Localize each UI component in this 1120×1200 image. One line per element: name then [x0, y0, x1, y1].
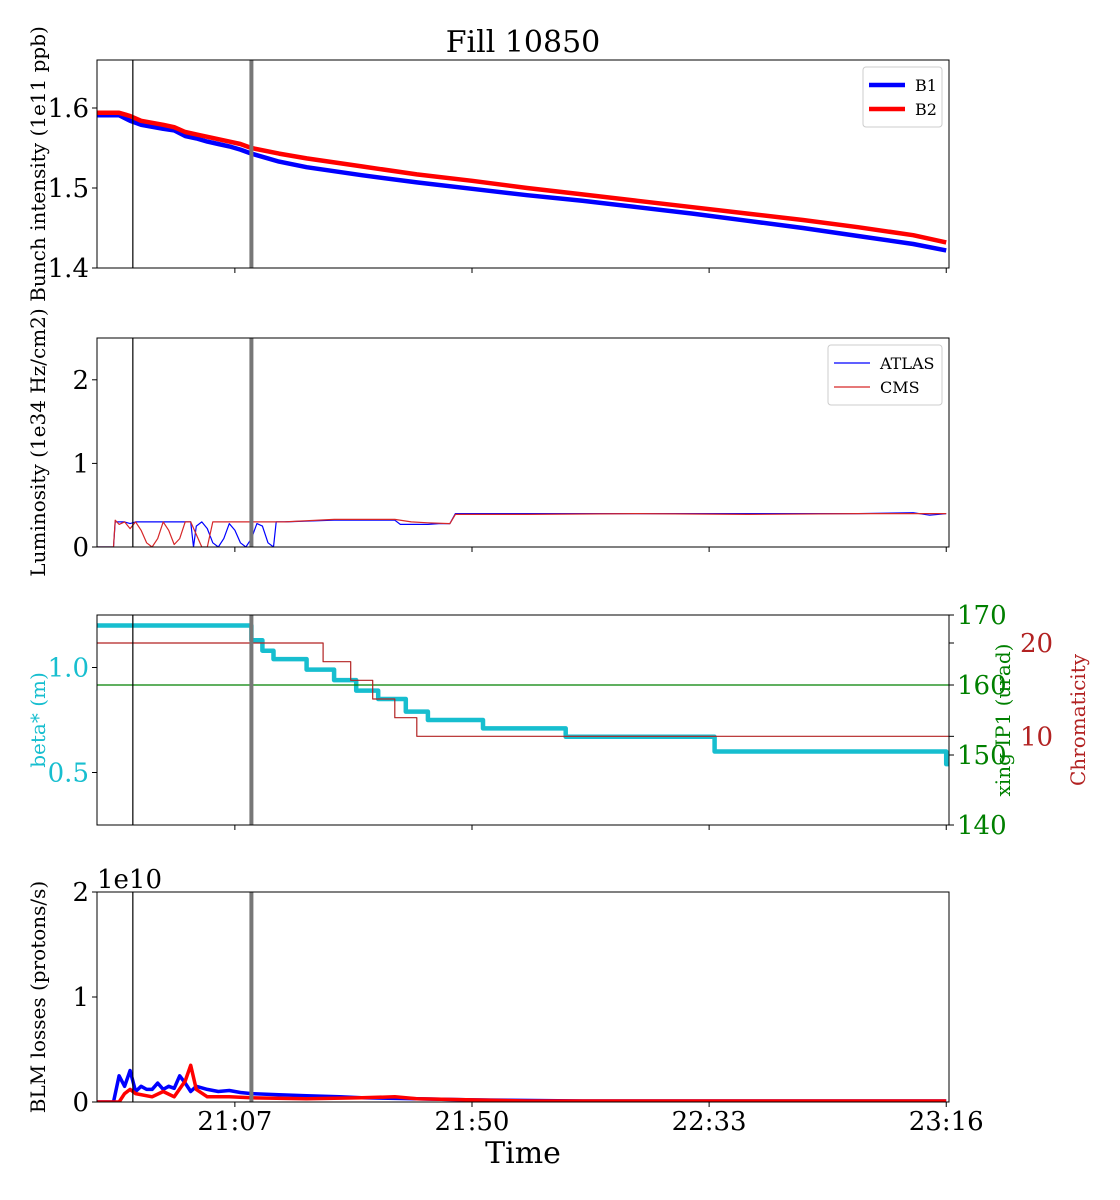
y-axis-label: BLM losses (protons/s) [26, 881, 50, 1113]
legend-label-b2: B2 [915, 100, 937, 119]
legend-label-b1: B1 [915, 76, 937, 95]
right-tick-label-chroma: 20 [1020, 629, 1053, 659]
y-tick-label: 0 [72, 1088, 89, 1118]
right-axis-label-chroma: Chromaticity [1066, 653, 1090, 786]
y-axis-label: Bunch intensity (1e11 ppb) [26, 26, 50, 302]
y-tick-label: 0.5 [48, 759, 89, 789]
y-tick-label: 0 [72, 533, 89, 563]
y-tick-label: 1 [72, 449, 89, 479]
panel-4: 21:07 21:50 22:33 23:16 0 1 2 BLM losses (proto… [26, 865, 984, 1137]
panel-2: 0 1 2 Luminosity (1e34 Hz/cm2) ATLAS CMS [26, 308, 950, 577]
right-tick-label-xing: 140 [957, 811, 1007, 841]
series-group [97, 512, 947, 547]
y-tick-label: 1 [72, 983, 89, 1013]
x-tick-label: 21:50 [435, 1107, 510, 1137]
y-axis-label: Luminosity (1e34 Hz/cm2) [26, 308, 50, 576]
y-tick-label: 1.5 [48, 174, 89, 204]
legend-label-cms: CMS [880, 378, 920, 397]
series-line-chroma [97, 642, 949, 737]
panel-frame [96, 337, 950, 548]
series-line-atlas [97, 512, 947, 547]
right-tick-label-xing: 170 [957, 601, 1007, 631]
x-tick-label: 23:16 [909, 1107, 984, 1137]
x-tick-label: 22:33 [672, 1107, 747, 1137]
panel-frame [96, 59, 950, 269]
y-tick-label: 2 [72, 878, 89, 908]
x-axis-label: Time [485, 1136, 561, 1171]
y-offset-text: 1e10 [97, 865, 162, 895]
y-tick-label: 1.4 [48, 254, 89, 284]
right-tick-label-xing: 160 [957, 671, 1007, 701]
legend-box [827, 344, 943, 406]
y-tick-label: 1.0 [48, 654, 89, 684]
series-line-b2 [97, 110, 947, 245]
series-line-b1 [97, 112, 947, 253]
right-axis-label-xing: xing IP1 (urad) [991, 644, 1015, 797]
legend: ATLAS CMS [827, 344, 943, 406]
figure-title: Fill 10850 [446, 25, 601, 60]
y-axis-label: beta* (m) [26, 672, 50, 768]
right-tick-label-xing: 150 [957, 741, 1007, 771]
panel-frame [96, 614, 950, 826]
legend-label-atlas: ATLAS [879, 354, 935, 373]
right-tick-label-chroma: 10 [1020, 722, 1053, 752]
series-group [97, 1063, 947, 1102]
series-group [97, 110, 947, 253]
legend-box [862, 66, 943, 128]
series-line-cms [97, 513, 947, 547]
panel-frame [96, 891, 950, 1103]
series-line-beta [97, 623, 949, 767]
y-tick-label: 1.6 [48, 94, 89, 124]
x-tick-label: 21:07 [197, 1107, 272, 1137]
series-group [97, 623, 949, 767]
y-tick-label: 2 [72, 366, 89, 396]
series-line-s1 [97, 1063, 947, 1102]
